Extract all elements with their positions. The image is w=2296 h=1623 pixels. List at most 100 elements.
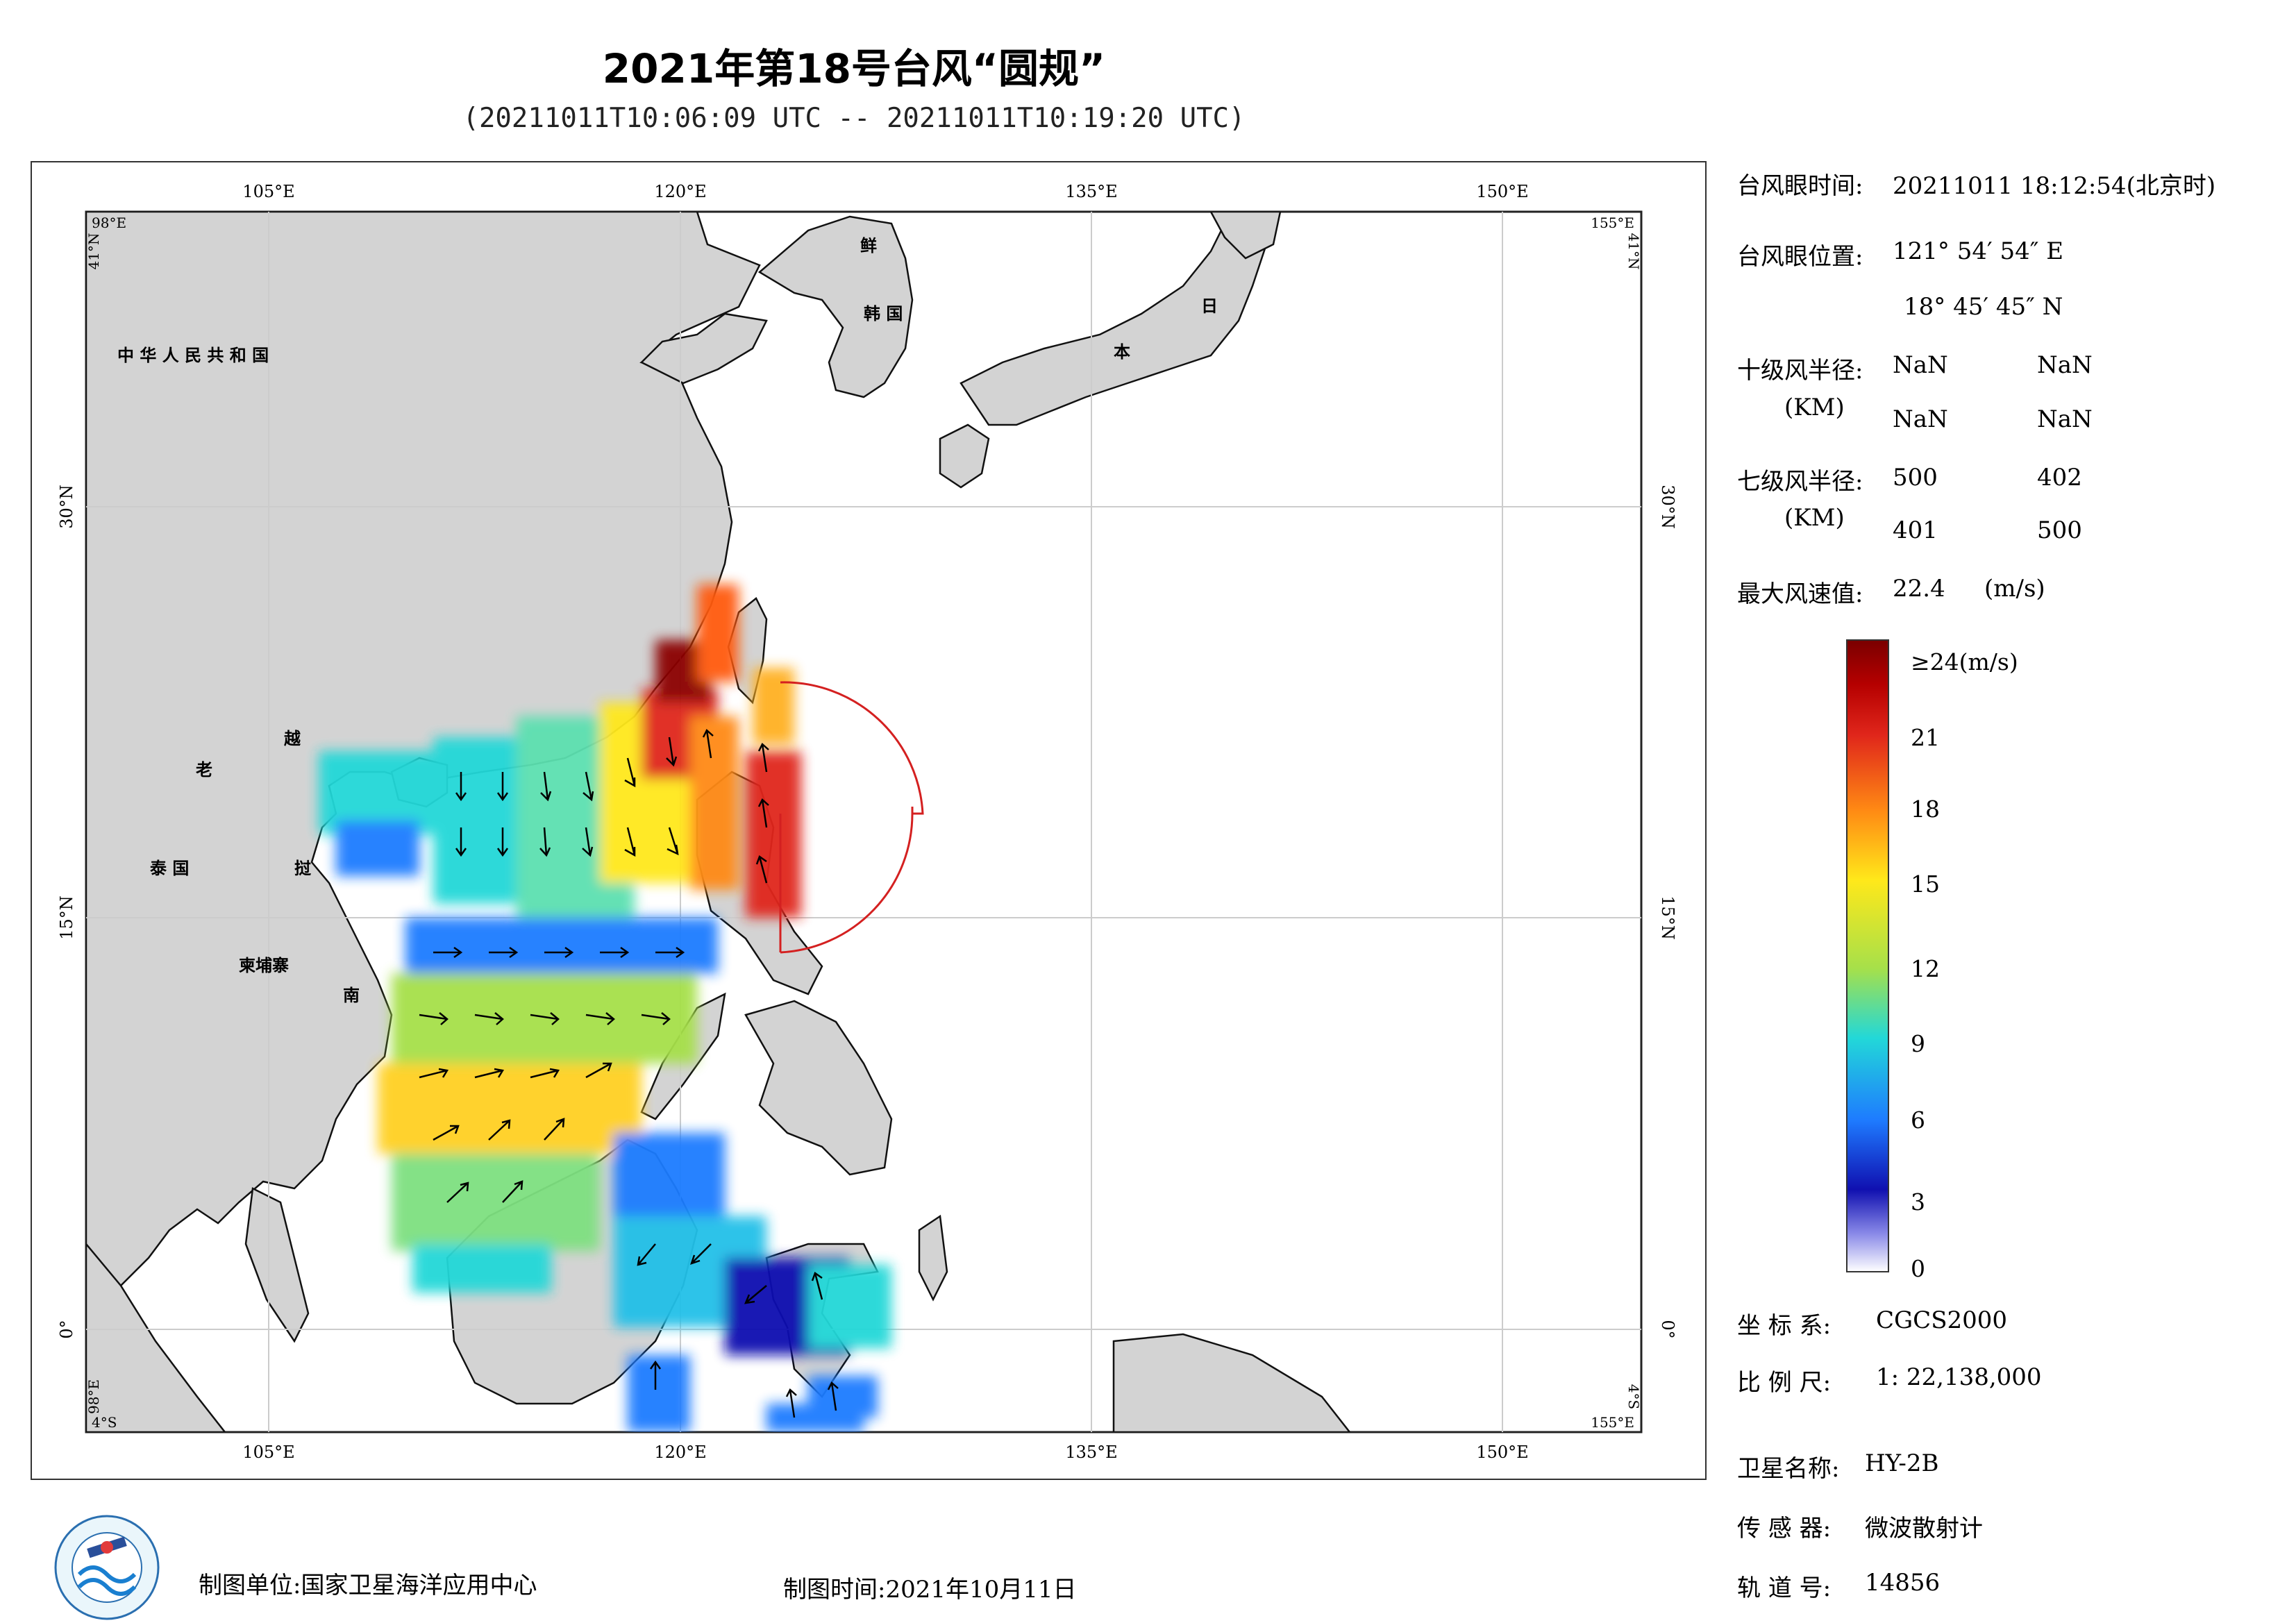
r10-value: NaN [2037, 351, 2093, 379]
lat-label: 0° [57, 1320, 76, 1338]
eye-lat: 18° 45′ 45″ N [1904, 293, 2063, 321]
wind-speed-colorbar [1846, 639, 1889, 1272]
place-label-laos: 老 [196, 760, 212, 780]
korea-peninsula [757, 215, 914, 398]
orbit-value: 14856 [1865, 1569, 1941, 1597]
corner-lon-label: 155°E [1591, 1414, 1634, 1431]
sensor-label: 传 感 器: [1737, 1515, 1832, 1542]
legend-label: ≥24(m/s) [1911, 648, 2018, 675]
place-label-japan-2: 本 [1114, 342, 1130, 362]
r10-value: NaN [2037, 405, 2093, 433]
footer-time-label: 制图时间: [783, 1576, 886, 1604]
orbit-label: 轨 道 号: [1737, 1574, 1832, 1602]
lon-label: 105°E [242, 1443, 294, 1462]
lat-label: 15°N [1658, 895, 1677, 940]
r7-value: 401 [1893, 516, 1938, 544]
footer-unit-label: 制图单位: [199, 1572, 301, 1599]
place-label-thailand: 泰 国 [150, 859, 189, 878]
japan-honshu [960, 215, 1268, 426]
lon-labels-bottom: 105°E 120°E 135°E 150°E [242, 1443, 1528, 1462]
lon-label: 135°E [1065, 182, 1117, 201]
r10-value: NaN [1893, 351, 1948, 379]
footer-time: 制图时间:2021年10月11日 [783, 1570, 1077, 1604]
page-title: 2021年第18号台风“圆规” [602, 45, 1106, 92]
satellite-label: 卫星名称: [1737, 1455, 1840, 1483]
scale-label: 比 例 尺: [1737, 1369, 1832, 1397]
corner-lon-label: 98°E [85, 1379, 102, 1414]
halmahera [918, 1214, 948, 1302]
typhoon-wind-radius [779, 681, 924, 954]
wind-vectors [419, 728, 839, 1418]
place-label-vietnam: 越 [284, 729, 301, 748]
wind-speed-field [319, 585, 891, 1432]
max-wind-value: 22.4 [1893, 575, 1945, 603]
corner-lat-label: 4°S [1625, 1384, 1642, 1409]
eye-lon: 121° 54′ 54″ E [1893, 237, 2064, 265]
place-label-vietnam-2: 挝 [294, 859, 312, 878]
satellite-value: HY-2B [1865, 1449, 1939, 1477]
lat-labels-left: 30°N 15°N 0° [57, 485, 76, 1338]
footer-unit: 制图单位:国家卫星海洋应用中心 [199, 1566, 537, 1600]
lat-label: 30°N [1658, 485, 1677, 529]
time-range-subtitle: (20211011T10:06:09 UTC -- 20211011T10:19… [462, 103, 1246, 134]
graticule [86, 212, 1641, 1432]
eye-time-label: 台风眼时间: [1737, 172, 1863, 200]
corner-lon-label: 155°E [1591, 215, 1634, 231]
legend-label: 18 [1911, 796, 1940, 823]
r10-value: NaN [1893, 405, 1948, 433]
lon-label: 150°E [1476, 182, 1528, 201]
philippines-south [744, 1000, 893, 1176]
r7-value: 402 [2037, 464, 2082, 491]
new-guinea [1112, 1333, 1351, 1432]
sensor-value: 微波散射计 [1865, 1515, 1983, 1542]
legend-label: 6 [1911, 1107, 1925, 1134]
lon-label: 150°E [1476, 1443, 1528, 1462]
lat-label: 0° [1658, 1320, 1677, 1338]
japan-hokkaido [1209, 212, 1282, 260]
place-label-china: 中 华 人 民 共 和 国 [117, 346, 269, 365]
nsoas-logo [54, 1515, 160, 1620]
place-label-cambodia: 柬埔寨 [239, 956, 289, 975]
r7-value: 500 [1893, 464, 1938, 491]
legend-label: 15 [1911, 871, 1940, 898]
lon-label: 120°E [654, 182, 706, 201]
sumatra [86, 1243, 226, 1432]
lat-labels-right: 30°N 15°N 0° [1658, 485, 1677, 1338]
legend-label: 0 [1911, 1255, 1925, 1282]
place-label-vietnam-3: 南 [343, 986, 360, 1005]
lon-label: 105°E [242, 182, 294, 201]
r10-unit: (KM) [1784, 394, 1845, 421]
legend-label: 12 [1911, 955, 1940, 982]
r7-unit: (KM) [1784, 504, 1845, 532]
r7-value: 500 [2037, 516, 2082, 544]
lon-label: 120°E [654, 1443, 706, 1462]
corner-lat-label: 41°N [85, 233, 102, 270]
place-label-korea: 韩 国 [864, 304, 903, 323]
corner-lat-label: 4°S [92, 1414, 117, 1431]
map-frame [31, 161, 1707, 1480]
max-wind-label: 最大风速值: [1737, 580, 1863, 608]
japan-kyushu [939, 423, 990, 489]
corner-labels: 98°E 41°N 155°E 41°N 4°S 98°E 155°E 4°S [85, 215, 1642, 1431]
lon-label: 135°E [1065, 1443, 1117, 1462]
legend-label: 9 [1911, 1030, 1925, 1057]
corner-lat-label: 41°N [1625, 233, 1642, 270]
wind-field-map[interactable]: 105°E 120°E 135°E 150°E 105°E 120°E 135°… [31, 161, 1707, 1480]
r7-label: 七级风半径: [1737, 468, 1863, 496]
r10-label: 十级风半径: [1737, 357, 1863, 385]
legend-label: 3 [1911, 1188, 1925, 1216]
place-labels: 中 华 人 民 共 和 国 老 越 泰 国 挝 柬埔寨 南 鲜 韩 国 日 本 [117, 236, 1218, 1005]
lat-label: 15°N [57, 895, 76, 940]
shandong-liaodong [639, 312, 768, 385]
eye-time-value: 20211011 18:12:54(北京时) [1893, 172, 2216, 200]
footer-time-value: 2021年10月11日 [885, 1576, 1077, 1604]
legend-label: 21 [1911, 724, 1940, 751]
max-wind-unit: (m/s) [1984, 575, 2045, 603]
lon-labels-top: 105°E 120°E 135°E 150°E [242, 182, 1528, 201]
place-label-korea-n: 鲜 [860, 236, 877, 255]
footer-unit-value: 国家卫星海洋应用中心 [301, 1572, 537, 1599]
place-label-japan: 日 [1201, 296, 1218, 316]
lat-label: 30°N [57, 485, 76, 529]
crs-value: CGCS2000 [1876, 1306, 2008, 1334]
corner-lon-label: 98°E [92, 215, 126, 231]
